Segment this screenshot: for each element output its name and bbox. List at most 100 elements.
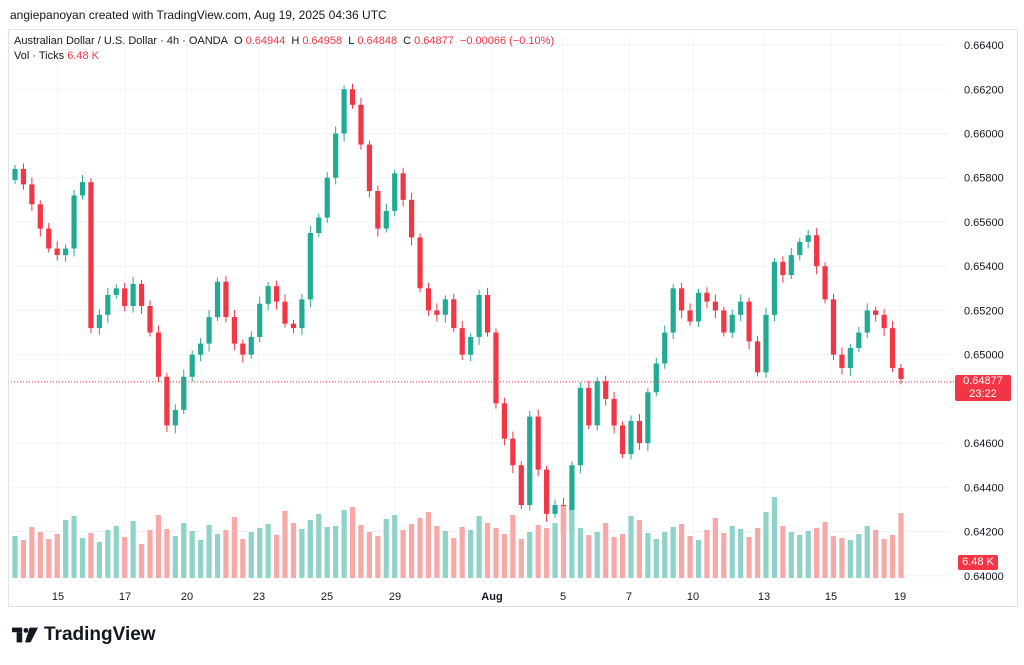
volume-bar [518, 539, 524, 578]
volume-bar [754, 528, 761, 578]
volume-bar [46, 539, 52, 578]
volume-bar [729, 526, 735, 578]
candle-body [763, 314, 769, 373]
y-tick-label: 0.64600 [964, 438, 1004, 450]
candle-body [780, 261, 786, 276]
volume-bar [122, 537, 128, 578]
candle-body [459, 328, 465, 355]
candle-body [214, 281, 221, 318]
y-tick-label: 0.65800 [964, 173, 1004, 185]
last-price-tag: 0.64877 23:22 [955, 374, 1011, 401]
y-tick-label: 0.65000 [964, 350, 1004, 362]
candle-body [662, 332, 668, 364]
candle-body [155, 332, 162, 377]
volume-bar [198, 540, 204, 578]
volume-bar [290, 523, 297, 578]
candle-body [442, 299, 448, 315]
volume-bar [814, 528, 820, 578]
candle-body [814, 235, 820, 267]
volume-bar [189, 531, 195, 578]
candle-body [164, 376, 170, 426]
candle-body [46, 228, 52, 249]
candle-body [889, 328, 896, 368]
y-tick-label: 0.65200 [964, 305, 1004, 317]
volume-bar [805, 531, 811, 578]
candle-body [138, 283, 145, 306]
candle-body [290, 323, 297, 329]
volume-bar [366, 532, 372, 578]
candle-body [552, 505, 558, 514]
volume-bar [130, 521, 136, 578]
candle-body [754, 341, 761, 373]
y-tick-label: 0.66000 [964, 129, 1004, 141]
candle-body [603, 381, 609, 399]
candle-body [408, 199, 415, 238]
volume-bar [476, 516, 482, 578]
candle-body [476, 294, 482, 337]
candle-body [333, 133, 339, 178]
volume-bar [704, 530, 710, 578]
candle-body [63, 248, 69, 256]
volume-bar [358, 525, 364, 578]
volume-value: 6.48 K [67, 50, 99, 62]
chart-credit: angiepanoyan created with TradingView.co… [10, 8, 387, 22]
candle-body [358, 104, 364, 145]
volume-bar [257, 528, 263, 578]
volume-bar [535, 525, 541, 578]
volume-bar [636, 520, 643, 578]
volume-bar [273, 535, 280, 578]
x-tick-label: 17 [119, 591, 131, 603]
volume-bar [662, 532, 668, 578]
tradingview-brand: TradingView [44, 624, 156, 645]
tradingview-logo[interactable]: TradingView [12, 624, 156, 646]
volume-bar [425, 512, 432, 578]
volume-bar [282, 511, 288, 578]
price-chart[interactable]: 0.66400 0.66200 0.66000 0.65800 0.65600 0.654… [9, 30, 1017, 606]
candle-body [451, 299, 457, 329]
candle-body [856, 332, 862, 349]
x-tick-label: 23 [253, 591, 265, 603]
candle-body [510, 438, 516, 466]
candle-body [771, 261, 778, 315]
volume-bar [889, 535, 896, 578]
candle-body [12, 168, 18, 180]
volume-bar [611, 537, 617, 578]
candle-body [54, 248, 60, 256]
candle-body [29, 184, 35, 205]
volume-bar [316, 514, 322, 578]
candle-body [687, 310, 693, 322]
volume-bar [687, 536, 693, 578]
volume-bar [797, 535, 803, 578]
close-label: C [403, 35, 412, 47]
candle-body [788, 255, 794, 276]
low-label: L [348, 35, 355, 47]
volume-bar [96, 542, 102, 578]
volume-bar [265, 524, 271, 578]
candle-body [307, 233, 313, 300]
candle-body [544, 469, 550, 514]
symbol-legend: Australian Dollar / U.S. Dollar · 4h · O… [14, 34, 557, 49]
volume-bar [780, 526, 786, 578]
y-tick-label: 0.64200 [964, 527, 1004, 539]
volume-bar [113, 526, 119, 578]
candle-body [797, 241, 803, 256]
volume-bar [569, 510, 575, 578]
volume-bar [400, 530, 406, 578]
candle-body [594, 381, 600, 426]
candle-body [189, 354, 195, 377]
volume-bar [670, 527, 676, 578]
volume-bar [88, 533, 94, 578]
chart-frame[interactable]: 0.66400 0.66200 0.66000 0.65800 0.65600 0.654… [8, 29, 1018, 607]
candle-body [434, 310, 440, 315]
candle-body [611, 398, 617, 426]
candle-body [71, 195, 77, 249]
volume-bar [71, 516, 77, 578]
candle-body [569, 465, 575, 532]
volume-bar [721, 533, 727, 578]
candle-body [619, 425, 626, 455]
volume-bar [375, 536, 381, 578]
candle-body [830, 299, 837, 355]
candle-body [37, 204, 43, 229]
candle-body [240, 343, 246, 355]
volume-label: Vol · Ticks [14, 50, 65, 62]
